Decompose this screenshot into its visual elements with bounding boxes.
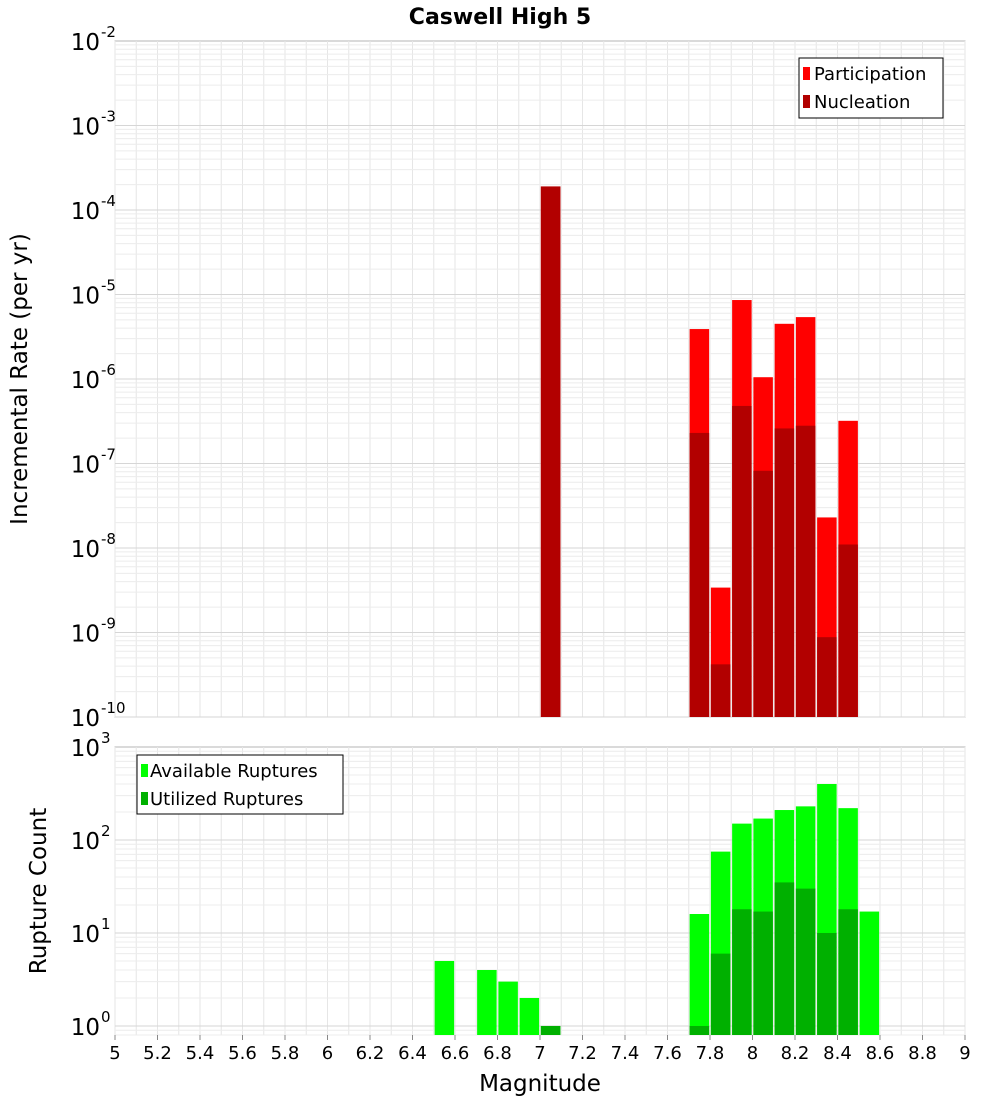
nucleation-bar [838, 544, 858, 717]
available-bar [477, 969, 497, 1035]
rate-y-tick-label: 10 [71, 622, 100, 648]
count-y-tick-exponent: 2 [101, 822, 111, 840]
available-swatch [141, 764, 148, 777]
rate-y-tick-label: 10 [71, 453, 100, 479]
utilized-bar [774, 882, 795, 1035]
nucleation-bar [753, 470, 773, 717]
nucleation-legend-label: Nucleation [814, 92, 910, 113]
count-y-tick-exponent: 0 [101, 1008, 111, 1026]
rate-y-tick-label: 10 [71, 284, 100, 310]
utilized-swatch [141, 792, 148, 805]
rate-y-tick-label: 10 [71, 30, 100, 56]
x-tick-label: 6.4 [398, 1043, 427, 1064]
rate-y-tick-exponent: -9 [101, 615, 116, 633]
rate-y-tick-exponent: -8 [101, 530, 116, 548]
x-tick-label: 8.2 [781, 1043, 810, 1064]
rate-y-tick-exponent: -10 [101, 699, 126, 717]
x-tick-label: 9 [959, 1043, 970, 1064]
utilized-bar [753, 911, 773, 1035]
x-tick-label: 7.4 [611, 1043, 640, 1064]
x-tick-label: 6.2 [356, 1043, 385, 1064]
count-y-axis-label: Rupture Count [26, 808, 52, 974]
participation-legend-label: Participation [814, 64, 926, 85]
rate-y-tick-label: 10 [71, 115, 100, 141]
rate-y-axis-label: Incremental Rate (per yr) [7, 233, 33, 525]
nucleation-bar [817, 637, 837, 717]
nucleation-bar [710, 664, 731, 717]
x-tick-label: 5 [109, 1043, 120, 1064]
x-tick-label: 5.2 [143, 1043, 172, 1064]
count-legend-box [136, 754, 344, 815]
x-tick-label: 8.8 [908, 1043, 937, 1064]
available-bar [689, 914, 710, 1035]
rate-y-tick-exponent: -5 [101, 277, 116, 295]
utilized-bar [817, 932, 837, 1035]
utilized-bar [540, 1025, 561, 1035]
available-bar [434, 960, 455, 1035]
utilized-legend-label: Utilized Ruptures [150, 789, 303, 810]
rate-y-tick-exponent: -2 [101, 23, 116, 41]
x-tick-label: 5.4 [186, 1043, 215, 1064]
x-tick-label: 6.8 [483, 1043, 512, 1064]
rate-y-tick-exponent: -4 [101, 192, 116, 210]
chart-title: Caswell High 5 [409, 5, 591, 30]
x-tick-label: 7.6 [653, 1043, 682, 1064]
count-bars [434, 784, 880, 1035]
rate-y-tick-exponent: -7 [101, 446, 116, 464]
x-tick-label: 5.6 [228, 1043, 257, 1064]
utilized-bar [710, 953, 731, 1035]
rate-y-tick-exponent: -6 [101, 361, 116, 379]
nucleation-bar [795, 425, 816, 717]
nucleation-bar [689, 432, 710, 717]
rate-bars [540, 186, 858, 718]
x-tick-label: 7 [534, 1043, 545, 1064]
rate-legend: Participation Nucleation [798, 57, 944, 119]
rate-y-tick-label: 10 [71, 368, 100, 394]
nucleation-bar [540, 186, 561, 718]
x-tick-label: 8 [747, 1043, 758, 1064]
rate-y-tick-label: 10 [71, 199, 100, 225]
available-bar [498, 981, 518, 1035]
x-tick-label: 6 [322, 1043, 333, 1064]
rate-legend-box [798, 57, 944, 119]
x-axis-label: Magnitude [479, 1071, 601, 1097]
count-legend: Available Ruptures Utilized Ruptures [136, 754, 344, 815]
utilized-bar [795, 888, 816, 1035]
utilized-bar [838, 909, 858, 1035]
available-bar [859, 911, 880, 1035]
x-tick-label: 7.2 [568, 1043, 597, 1064]
nucleation-bar [774, 428, 795, 717]
x-tick-label: 6.6 [441, 1043, 470, 1064]
available-legend-label: Available Ruptures [150, 761, 318, 782]
count-y-tick-label: 10 [71, 829, 100, 855]
rate-y-tick-label: 10 [71, 537, 100, 563]
utilized-bar [689, 1025, 710, 1035]
count-y-tick-label: 10 [71, 1015, 100, 1041]
available-bar [519, 997, 540, 1035]
count-y-tick-exponent: 3 [101, 729, 111, 747]
x-tick-label: 7.8 [696, 1043, 725, 1064]
utilized-bar [732, 909, 752, 1035]
participation-swatch [803, 67, 810, 80]
rate-grid [114, 41, 966, 718]
rate-y-tick-exponent: -3 [101, 108, 116, 126]
nucleation-bar [732, 405, 752, 717]
nucleation-swatch [803, 95, 810, 108]
x-tick-label: 8.4 [823, 1043, 852, 1064]
count-y-tick-label: 10 [71, 736, 100, 762]
count-y-tick-label: 10 [71, 922, 100, 948]
count-y-tick-exponent: 1 [101, 915, 111, 933]
rate-y-tick-label: 10 [71, 706, 100, 732]
x-tick-label: 5.8 [271, 1043, 300, 1064]
x-tick-label: 8.6 [866, 1043, 895, 1064]
magnitude-x-ticks: 5 5.2 5.4 5.6 5.8 6 6.2 6.4 6.6 6.8 7 7.2 7.4 7.6 7.8 8… [109, 1035, 971, 1064]
